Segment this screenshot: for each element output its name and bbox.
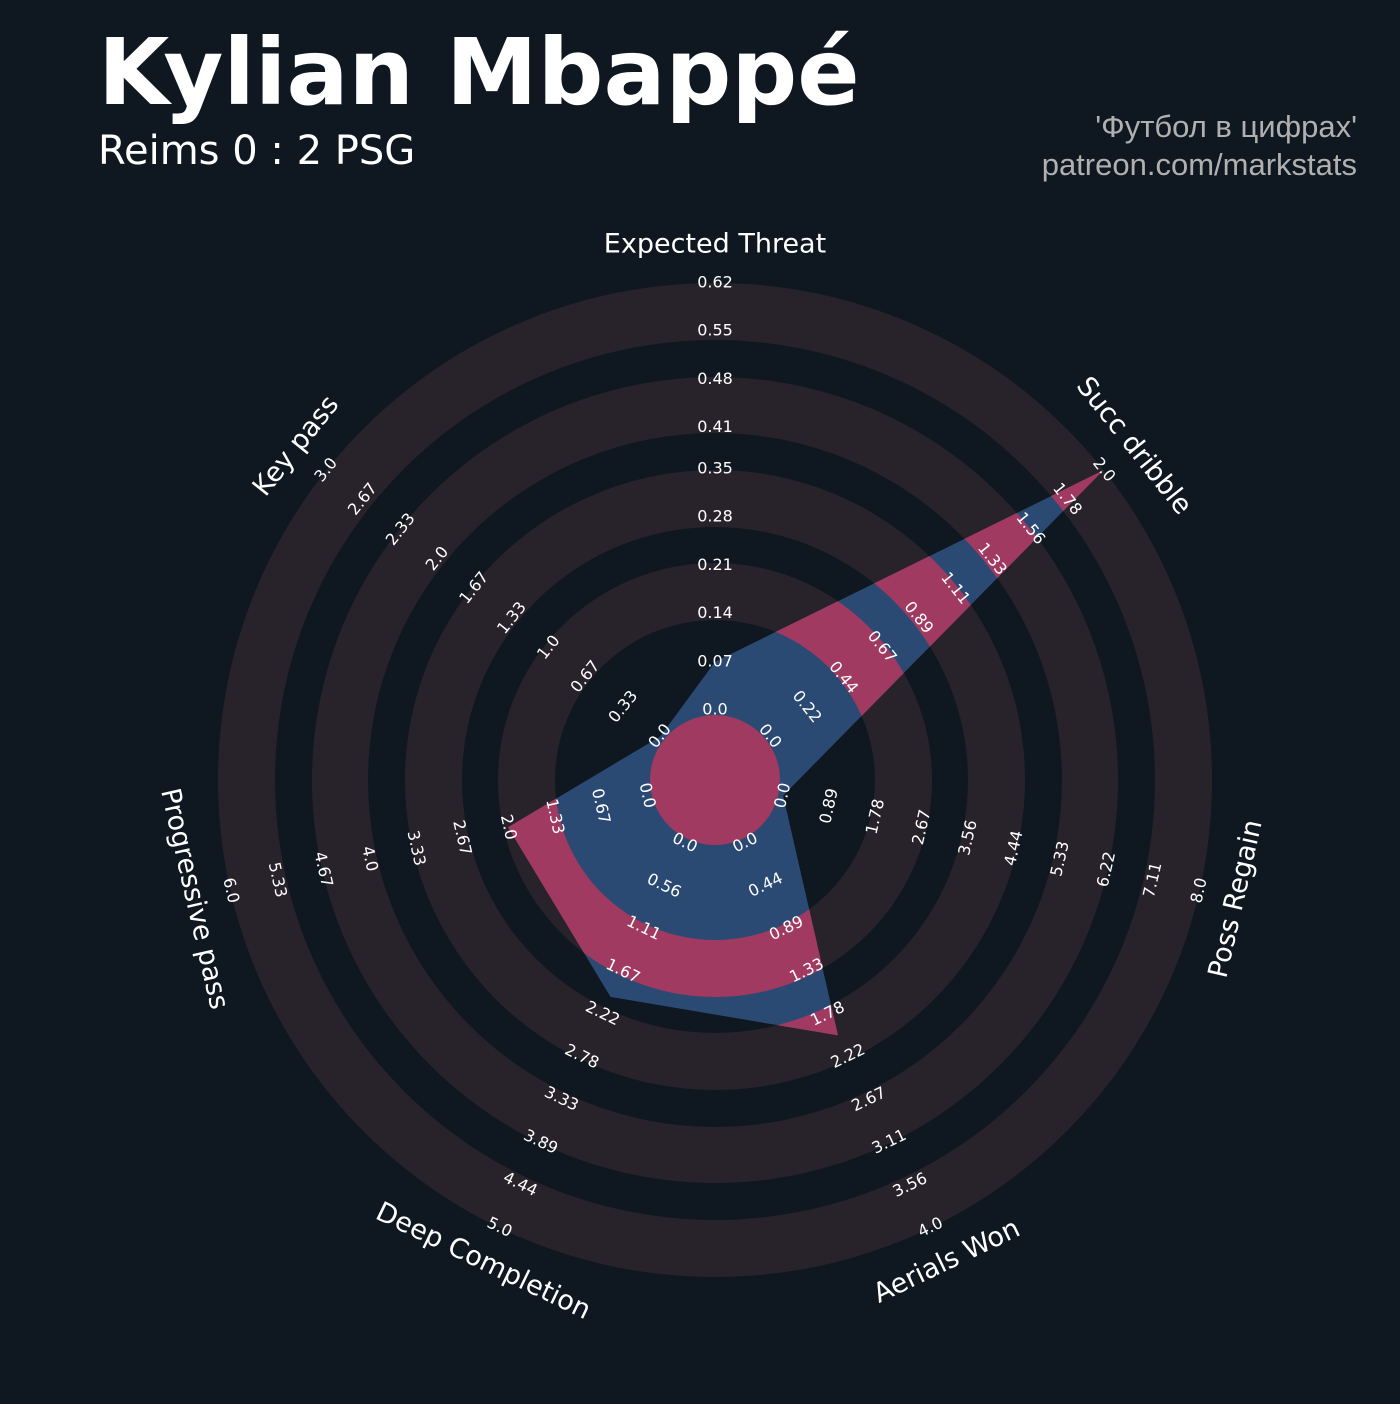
tick-label: 0.14 bbox=[697, 603, 733, 622]
tick-label: 0.0 bbox=[702, 700, 727, 719]
chart-title: Kylian Mbappé bbox=[98, 19, 860, 126]
tick-label: 0.48 bbox=[697, 369, 733, 388]
tick-label: 0.62 bbox=[697, 273, 733, 292]
subtitle: Reims 0 : 2 PSG bbox=[98, 128, 415, 174]
tick-label: 0.07 bbox=[697, 651, 733, 670]
tick-label: 0.21 bbox=[697, 555, 733, 574]
tick-label: 0.41 bbox=[697, 417, 733, 436]
radar-fill bbox=[507, 470, 1104, 1036]
tick-label: 0.35 bbox=[697, 458, 733, 477]
axis-label: Expected Threat bbox=[604, 229, 826, 260]
tick-label: 0.28 bbox=[697, 507, 733, 526]
radar-core bbox=[650, 715, 780, 845]
tick-label: 0.55 bbox=[697, 321, 733, 340]
credit: 'Футбол в цифрах' bbox=[1095, 109, 1357, 144]
credit: patreon.com/markstats bbox=[1042, 147, 1357, 182]
